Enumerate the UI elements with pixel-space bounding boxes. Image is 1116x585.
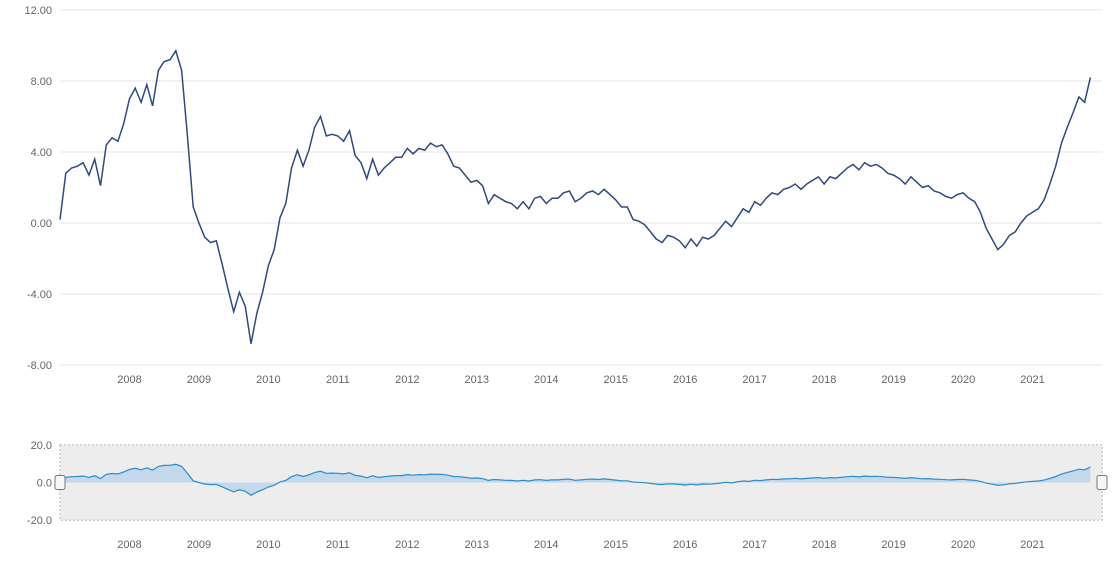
main-x-tick-label: 2020 (951, 374, 975, 386)
nav-x-tick-label: 2010 (256, 539, 280, 551)
nav-x-tick-label: 2008 (117, 539, 141, 551)
nav-y-tick-label: -20.0 (27, 515, 52, 527)
nav-x-tick-label: 2011 (326, 539, 350, 551)
nav-y-tick-label: 20.0 (31, 440, 52, 452)
main-series-line (60, 51, 1090, 344)
main-x-tick-label: 2010 (256, 374, 280, 386)
nav-x-tick-label: 2019 (881, 539, 905, 551)
navigator-chart[interactable]: -20.0 0.0 20.0 2008 2009 2010 2011 2012 2013 2014… (27, 440, 1107, 551)
nav-x-tick-label: 2018 (812, 539, 836, 551)
nav-x-tick-label: 2013 (465, 539, 489, 551)
main-x-tick-label: 2015 (603, 374, 627, 386)
nav-x-tick-label: 2020 (951, 539, 975, 551)
chart-page: -8.00 -4.00 0.00 4.00 8.00 12.00 2008 2009 2010 2… (0, 0, 1116, 585)
nav-x-tick-label: 2009 (187, 539, 211, 551)
main-x-tick-label: 2016 (673, 374, 697, 386)
nav-x-tick-label: 2017 (742, 539, 766, 551)
main-x-tick-label: 2012 (395, 374, 419, 386)
main-x-tick-label: 2014 (534, 374, 558, 386)
main-x-tick-label: 2008 (117, 374, 141, 386)
main-x-tick-label: 2018 (812, 374, 836, 386)
main-y-tick-label: 4.00 (31, 147, 52, 159)
main-y-tick-label: 12.00 (24, 5, 52, 17)
main-x-tick-label: 2017 (742, 374, 766, 386)
main-x-tick-label: 2021 (1020, 374, 1044, 386)
nav-x-tick-label: 2016 (673, 539, 697, 551)
main-x-tick-label: 2009 (187, 374, 211, 386)
main-y-tick-label: 0.00 (31, 218, 52, 230)
main-y-tick-label: -4.00 (27, 289, 52, 301)
chart-svg: -8.00 -4.00 0.00 4.00 8.00 12.00 2008 2009 2010 2… (0, 0, 1116, 585)
nav-x-tick-label: 2015 (603, 539, 627, 551)
main-y-tick-label: -8.00 (27, 360, 52, 372)
navigator-handle-left[interactable] (55, 476, 65, 490)
nav-y-tick-label: 0.0 (37, 478, 52, 490)
navigator-handle-right[interactable] (1097, 476, 1107, 490)
main-x-tick-label: 2013 (465, 374, 489, 386)
nav-x-tick-label: 2014 (534, 539, 558, 551)
main-x-tick-label: 2019 (881, 374, 905, 386)
main-chart: -8.00 -4.00 0.00 4.00 8.00 12.00 2008 2009 2010 2… (24, 5, 1102, 386)
main-x-tick-label: 2011 (326, 374, 350, 386)
main-y-tick-label: 8.00 (31, 76, 52, 88)
nav-x-tick-label: 2021 (1020, 539, 1044, 551)
nav-x-tick-label: 2012 (395, 539, 419, 551)
